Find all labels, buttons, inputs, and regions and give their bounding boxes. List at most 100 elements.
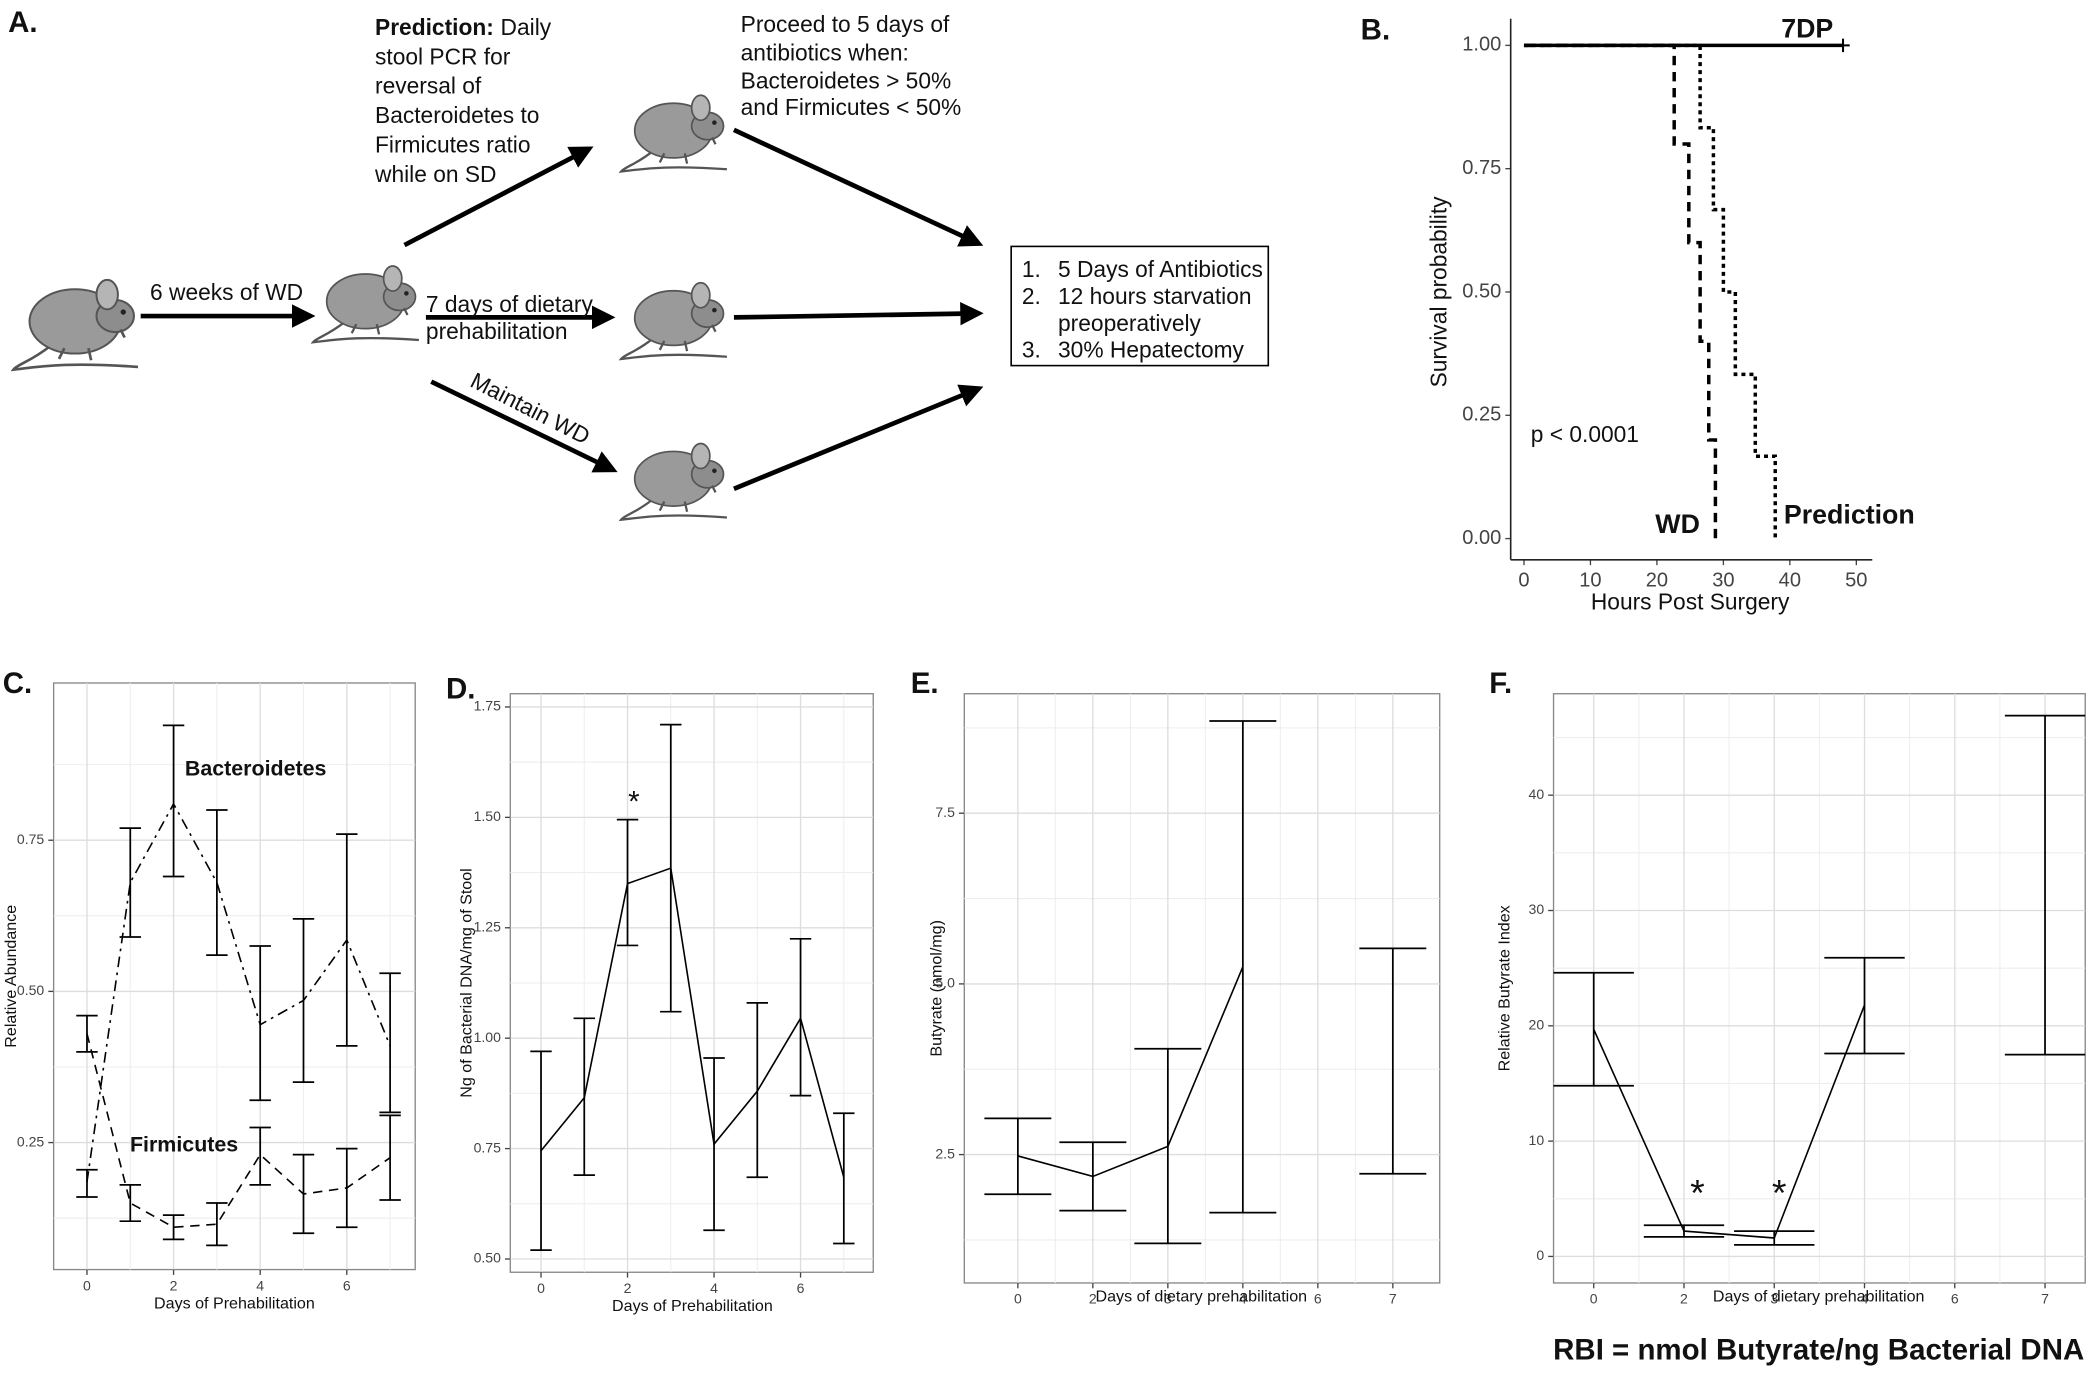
mouse-icon [619, 442, 729, 522]
y-tick-label: 0.75 [17, 831, 45, 847]
error-bar [206, 809, 228, 956]
chart-panel: 2.5 5.0 7.5 0 2 3 4 6 7 E. Days of dietary prehabi… [911, 667, 1441, 1307]
x-tick-label: 4 [1861, 1291, 1869, 1307]
series-label: WD [1655, 509, 1700, 539]
annotation: * [1772, 1171, 1787, 1213]
error-bar [162, 1214, 185, 1241]
box-text: preoperatively [1058, 310, 1202, 336]
prediction-line: reversal of [375, 73, 482, 99]
x-tick-label: 2 [170, 1277, 178, 1293]
x-tick-label: 2 [1089, 1291, 1097, 1307]
prehab-text: prehabilitation [426, 318, 568, 344]
arrow [403, 146, 594, 248]
y-tick-label: 1.00 [1462, 34, 1501, 56]
error-bar [249, 1126, 271, 1186]
y-axis-title: Relative Butyrate Index [1495, 905, 1513, 1071]
chart-panel: 0.25 0.50 0.75 0 2 4 6 C. Days of Prehabilitatio… [2, 667, 416, 1312]
error-bar [1359, 947, 1427, 1175]
panel-border [963, 693, 1441, 1284]
error-bar [833, 1112, 855, 1245]
y-tick-label: 5.0 [935, 975, 955, 991]
data-line [1017, 966, 1244, 1178]
box-text: 5 Days of Antibiotics [1058, 256, 1263, 282]
x-tick-label: 0 [1014, 1291, 1022, 1307]
prediction-line: Firmicutes ratio [375, 132, 530, 158]
error-bar [379, 1114, 401, 1201]
x-tick-label: 0 [1518, 570, 1529, 592]
panel-label: D. [446, 672, 475, 705]
y-tick-label: 1.25 [474, 918, 502, 934]
proceed-text: Proceed to 5 days of [741, 11, 950, 37]
x-tick-label: 6 [1951, 1291, 1959, 1307]
survival-curve [1523, 43, 1777, 539]
x-tick-label: 3 [1770, 1291, 1778, 1307]
prediction-lead: Prediction: [375, 14, 494, 40]
x-tick-label: 30 [1712, 570, 1734, 592]
y-tick-label: 0.00 [1462, 527, 1501, 549]
chart-panel: 0.50 0.75 1.00 1.25 1.50 1.75 0 2 4 6 D. Days of Pr… [446, 672, 874, 1315]
x-tick-label: 7 [2041, 1291, 2049, 1307]
data-line [86, 802, 391, 1183]
y-tick-label: 0.50 [1462, 280, 1501, 302]
survival-curve [1523, 43, 1718, 539]
x-tick-label: 6 [343, 1277, 351, 1293]
annotation: * [1690, 1171, 1705, 1213]
mouse-icon [311, 264, 421, 344]
error-bar [1553, 971, 1634, 1087]
x-tick-label: 10 [1579, 570, 1601, 592]
prediction-text: Prediction: Daily [375, 14, 552, 40]
x-tick-label: 0 [537, 1280, 545, 1296]
error-bar [249, 945, 271, 1102]
error-bar [206, 1202, 228, 1247]
box-number: 2. [1022, 283, 1041, 309]
mouse-icon [11, 278, 140, 372]
x-tick-label: 7 [1389, 1291, 1397, 1307]
y-tick-label: 0.50 [474, 1250, 502, 1266]
arrow [733, 384, 984, 491]
box-text: 12 hours starvation [1058, 283, 1252, 309]
panel-label: A. [8, 6, 37, 39]
y-tick-label: 0 [1536, 1247, 1544, 1263]
error-bar [660, 723, 682, 1013]
prediction-line: while on SD [374, 161, 496, 187]
y-tick-label: 0.25 [17, 1133, 45, 1149]
y-tick-label: 20 [1529, 1017, 1545, 1033]
y-tick-label: 1.00 [474, 1029, 502, 1045]
error-bar [703, 1057, 725, 1232]
error-bar [1059, 1141, 1127, 1212]
error-bar [379, 972, 401, 1114]
y-tick-label: 1.75 [474, 698, 502, 714]
diagram: A. 6 weeks of WD Prediction: Daily stool … [8, 6, 1270, 522]
error-bar [162, 724, 185, 878]
error-bar [336, 833, 358, 1047]
series-label: Firmicutes [130, 1133, 238, 1157]
series-label: 7DP [1781, 13, 1833, 43]
mouse-icon [619, 281, 729, 361]
prehab-text: 7 days of dietary [426, 291, 594, 317]
y-tick-label: 0.50 [17, 982, 45, 998]
error-bar [119, 827, 141, 938]
x-tick-label: 0 [1590, 1291, 1598, 1307]
error-bar [1734, 1230, 1815, 1246]
error-bar [530, 1050, 552, 1252]
error-bar [2004, 714, 2086, 1056]
data-line [1592, 1004, 1866, 1239]
prediction-line: stool PCR for [375, 43, 511, 69]
x-tick-label: 50 [1845, 570, 1867, 592]
prediction-line: Daily [501, 14, 552, 40]
y-tick-label: 7.5 [935, 804, 955, 820]
x-tick-label: 4 [256, 1277, 264, 1293]
error-bar [746, 1001, 769, 1179]
y-axis-title: Butyrate (nmol/mg) [928, 920, 946, 1057]
x-axis-title: Days of dietary prehabilitation [1096, 1288, 1308, 1306]
arrow [733, 301, 984, 326]
y-tick-label: 40 [1529, 786, 1545, 802]
x-axis-title: Days of Prehabilitation [612, 1297, 773, 1315]
error-bar [76, 1168, 98, 1198]
error-bar [292, 1153, 315, 1235]
step-text: 6 weeks of WD [150, 279, 303, 305]
x-tick-label: 2 [1680, 1291, 1688, 1307]
censor-mark [1836, 38, 1850, 53]
